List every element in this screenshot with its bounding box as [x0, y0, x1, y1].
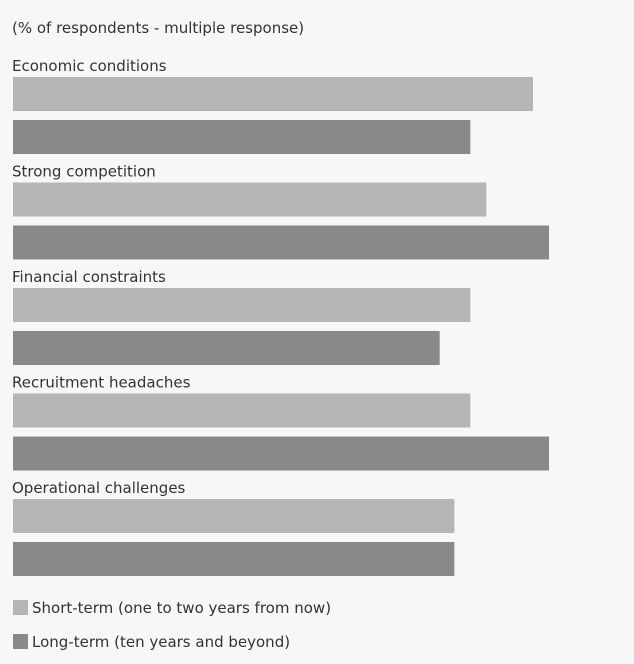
bar-long-term: [13, 225, 549, 260]
legend: Short-term (one to two years from now) Lo…: [13, 599, 331, 651]
category-label: Strong competition: [12, 163, 156, 181]
bar-long-term: [13, 120, 471, 154]
chart-subtitle: (% of respondents - multiple response): [12, 19, 304, 37]
category-label: Recruitment headaches: [12, 374, 191, 392]
bar-short-term: [13, 499, 455, 533]
bar-short-term: [13, 288, 471, 322]
bar-short-term: [13, 77, 533, 111]
category-label: Economic conditions: [12, 57, 167, 75]
category-label: Financial constraints: [12, 268, 166, 286]
bar-short-term: [13, 182, 487, 217]
category-label: Operational challenges: [12, 479, 186, 497]
bar-long-term: [13, 331, 440, 365]
legend-label-long-term: Long-term (ten years and beyond): [32, 633, 290, 651]
legend-swatch-short-term: [13, 600, 28, 615]
bar-short-term: [13, 393, 471, 428]
legend-label-short-term: Short-term (one to two years from now): [32, 599, 331, 617]
bar-long-term: [13, 542, 455, 576]
legend-swatch-long-term: [13, 634, 28, 649]
bar-groups: Economic conditions Strong competition Fin…: [12, 57, 549, 576]
bar-long-term: [13, 436, 549, 471]
